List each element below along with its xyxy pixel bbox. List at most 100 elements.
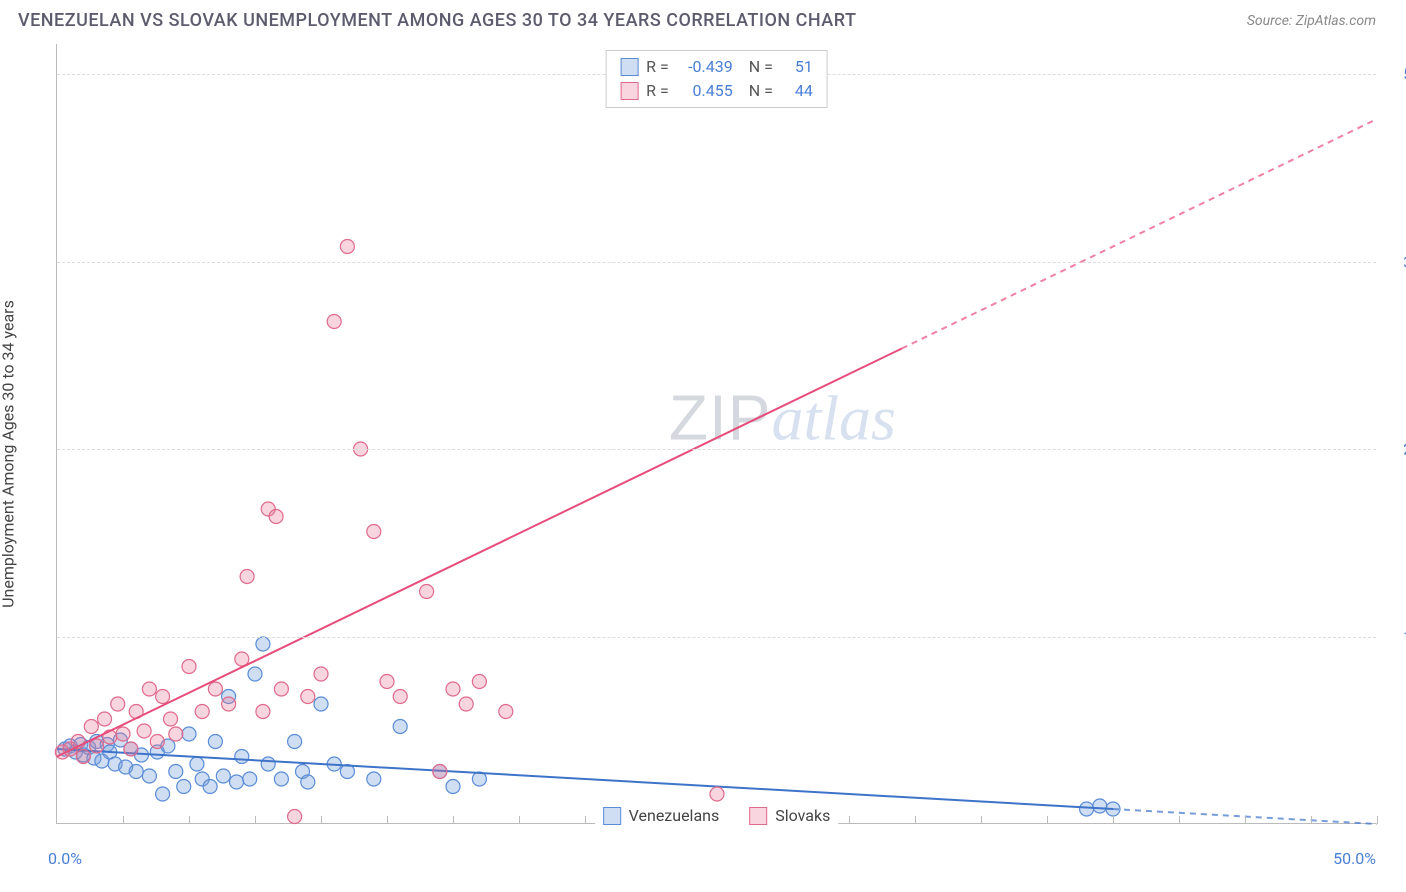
n-label: N = [749,79,773,103]
x-tick-mark [255,816,256,824]
x-tick-mark [123,816,124,824]
gridline-h [57,637,1376,638]
r-value-venezuelans: -0.439 [677,55,733,79]
series-legend: Venezuelans Slovaks [595,804,839,827]
x-axis-origin-label: 0.0% [48,849,82,868]
data-point-slovaks [256,705,270,719]
data-point-slovaks [84,720,98,734]
legend-item-venezuelans: Venezuelans [603,806,720,825]
x-tick-mark [1179,816,1180,824]
y-axis-label: Unemployment Among Ages 30 to 34 years [0,300,18,608]
correlation-legend: R = -0.439 N = 51 R = 0.455 N = 44 [605,50,828,108]
data-point-slovaks [301,690,315,704]
r-label: R = [646,55,669,79]
trendline-venezuelans [57,749,1113,809]
data-point-venezuelans [1080,802,1094,816]
data-point-slovaks [380,675,394,689]
x-tick-mark [1047,816,1048,824]
data-point-slovaks [710,787,724,801]
data-point-venezuelans [230,775,244,789]
legend-row-venezuelans: R = -0.439 N = 51 [620,55,813,79]
legend-swatch-venezuelans [620,58,638,76]
data-point-venezuelans [142,769,156,783]
data-point-slovaks [240,570,254,584]
data-point-venezuelans [256,637,270,651]
legend-label-venezuelans: Venezuelans [629,806,720,825]
x-axis-max-label: 50.0% [1333,849,1376,868]
data-point-slovaks [116,727,130,741]
data-point-slovaks [137,724,151,738]
data-point-venezuelans [129,765,143,779]
data-point-slovaks [288,810,302,824]
data-point-venezuelans [182,727,196,741]
legend-item-slovaks: Slovaks [749,806,830,825]
n-value-venezuelans: 51 [781,55,813,79]
data-point-slovaks [499,705,513,719]
data-point-slovaks [472,675,486,689]
data-point-venezuelans [301,775,315,789]
y-tick-label: 37.5% [1386,252,1406,271]
gridline-h [57,262,1376,263]
n-value-slovaks: 44 [781,79,813,103]
data-point-venezuelans [203,780,217,794]
data-point-venezuelans [314,697,328,711]
plot-area: R = -0.439 N = 51 R = 0.455 N = 44 ZIPat… [56,44,1376,824]
plot-svg [57,44,1376,823]
data-point-slovaks [150,735,164,749]
data-point-slovaks [98,712,112,726]
data-point-slovaks [90,739,104,753]
legend-swatch-slovaks-icon [749,807,767,825]
data-point-venezuelans [248,667,262,681]
data-point-venezuelans [177,780,191,794]
x-tick-mark [1377,816,1378,824]
data-point-slovaks [111,697,125,711]
gridline-h [57,449,1376,450]
data-point-slovaks [367,525,381,539]
data-point-slovaks [393,690,407,704]
y-tick-label: 25.0% [1386,440,1406,459]
data-point-venezuelans [288,735,302,749]
data-point-venezuelans [156,787,170,801]
data-point-slovaks [420,585,434,599]
legend-label-slovaks: Slovaks [775,806,830,825]
x-tick-mark [321,816,322,824]
x-tick-mark [585,816,586,824]
r-value-slovaks: 0.455 [677,79,733,103]
data-point-slovaks [327,315,341,329]
data-point-slovaks [182,660,196,674]
data-point-venezuelans [393,720,407,734]
chart-title: VENEZUELAN VS SLOVAK UNEMPLOYMENT AMONG … [18,10,856,31]
n-label: N = [749,55,773,79]
data-point-venezuelans [446,780,460,794]
data-point-venezuelans [367,772,381,786]
legend-row-slovaks: R = 0.455 N = 44 [620,79,813,103]
data-point-venezuelans [1093,799,1107,813]
data-point-venezuelans [208,735,222,749]
x-tick-mark [189,816,190,824]
data-point-slovaks [124,742,138,756]
data-point-slovaks [340,240,354,254]
chart-container: Unemployment Among Ages 30 to 34 years R… [18,44,1388,864]
legend-swatch-slovaks [620,82,638,100]
x-tick-mark [1113,816,1114,824]
x-tick-mark [981,816,982,824]
data-point-slovaks [459,697,473,711]
source-attribution: Source: ZipAtlas.com [1247,13,1376,29]
data-point-slovaks [142,682,156,696]
data-point-slovaks [76,750,90,764]
data-point-slovaks [269,510,283,524]
data-point-slovaks [208,682,222,696]
trendline-extrapolated-slovaks [902,119,1377,349]
data-point-venezuelans [243,772,257,786]
data-point-venezuelans [190,757,204,771]
r-label: R = [646,79,669,103]
x-tick-mark [387,816,388,824]
data-point-slovaks [169,727,183,741]
x-tick-mark [519,816,520,824]
legend-swatch-venezuelans-icon [603,807,621,825]
data-point-slovaks [446,682,460,696]
y-tick-label: 12.5% [1386,627,1406,646]
data-point-slovaks [274,682,288,696]
y-tick-label: 50.0% [1386,65,1406,84]
data-point-venezuelans [169,765,183,779]
